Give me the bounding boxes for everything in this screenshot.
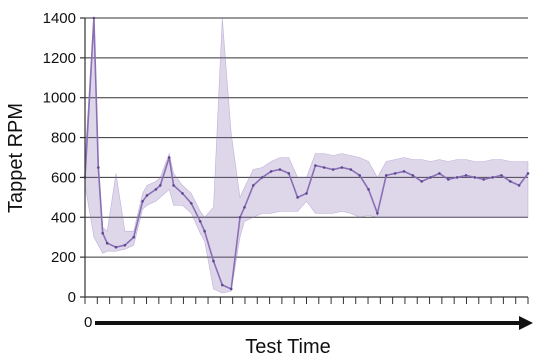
- data-point: [92, 16, 96, 20]
- data-point: [331, 168, 335, 171]
- data-point: [482, 178, 486, 181]
- data-point: [464, 174, 468, 177]
- data-point: [159, 184, 162, 187]
- data-point: [154, 188, 158, 191]
- data-point: [491, 176, 494, 179]
- data-point: [349, 168, 353, 171]
- data-point: [358, 174, 362, 177]
- data-point: [212, 259, 215, 263]
- data-point: [141, 200, 144, 203]
- data-point: [384, 174, 388, 177]
- data-point: [229, 287, 233, 291]
- grid-layer: [85, 17, 528, 258]
- band-layer: [84, 17, 529, 294]
- data-point: [305, 192, 308, 195]
- data-point: [429, 176, 432, 179]
- data-point: [198, 220, 202, 223]
- data-point: [367, 188, 370, 191]
- data-point: [269, 170, 273, 173]
- data-point: [420, 180, 424, 183]
- data-point: [500, 174, 503, 177]
- y-tick-label-1200: 1200: [43, 50, 76, 67]
- y-tick-label-400: 400: [51, 209, 76, 226]
- data-point: [243, 206, 246, 209]
- data-point: [238, 216, 242, 219]
- y-tick-label-800: 800: [51, 130, 76, 147]
- data-point: [167, 156, 171, 159]
- x-axis-title: Test Time: [245, 336, 331, 358]
- data-point: [203, 229, 206, 233]
- series-envelope: [84, 17, 529, 294]
- data-point: [322, 166, 326, 169]
- data-point: [447, 178, 450, 181]
- x-origin-label: 0: [84, 314, 92, 331]
- data-point: [181, 192, 184, 195]
- data-point: [340, 166, 344, 169]
- data-point: [221, 283, 224, 287]
- time-arrow-head: [519, 316, 533, 330]
- data-point: [132, 235, 135, 239]
- y-tick-label-200: 200: [51, 249, 76, 266]
- data-point: [105, 241, 109, 245]
- series-line: [84, 17, 529, 291]
- y-tick-label-1400: 1400: [43, 10, 76, 27]
- data-point: [260, 176, 264, 179]
- data-point: [517, 184, 521, 187]
- data-point: [190, 202, 193, 205]
- data-point: [393, 172, 397, 175]
- data-point: [376, 212, 379, 215]
- data-point: [287, 172, 291, 175]
- data-point: [97, 166, 100, 169]
- data-point: [314, 164, 317, 167]
- data-point: [172, 184, 175, 187]
- label-layer: 0 200 400 600 800 1000 1200 1400: [43, 10, 76, 306]
- data-point: [473, 176, 477, 179]
- data-point: [455, 176, 459, 179]
- y-tick-label-600: 600: [51, 169, 76, 186]
- data-point: [101, 231, 104, 235]
- line-layer: [83, 16, 530, 291]
- data-point: [278, 168, 282, 171]
- data-point: [411, 174, 415, 177]
- data-point: [402, 170, 406, 173]
- y-axis-title: Tappet RPM: [5, 103, 27, 213]
- data-point: [509, 180, 512, 183]
- data-point: [252, 184, 255, 187]
- data-point: [123, 243, 127, 247]
- axis-layer: [80, 17, 529, 304]
- data-point: [114, 245, 118, 249]
- data-point: [296, 196, 299, 199]
- data-point: [145, 194, 149, 197]
- data-point: [438, 172, 441, 175]
- y-tick-label-0: 0: [68, 289, 76, 306]
- y-tick-label-1000: 1000: [43, 90, 76, 107]
- data-point: [526, 172, 530, 175]
